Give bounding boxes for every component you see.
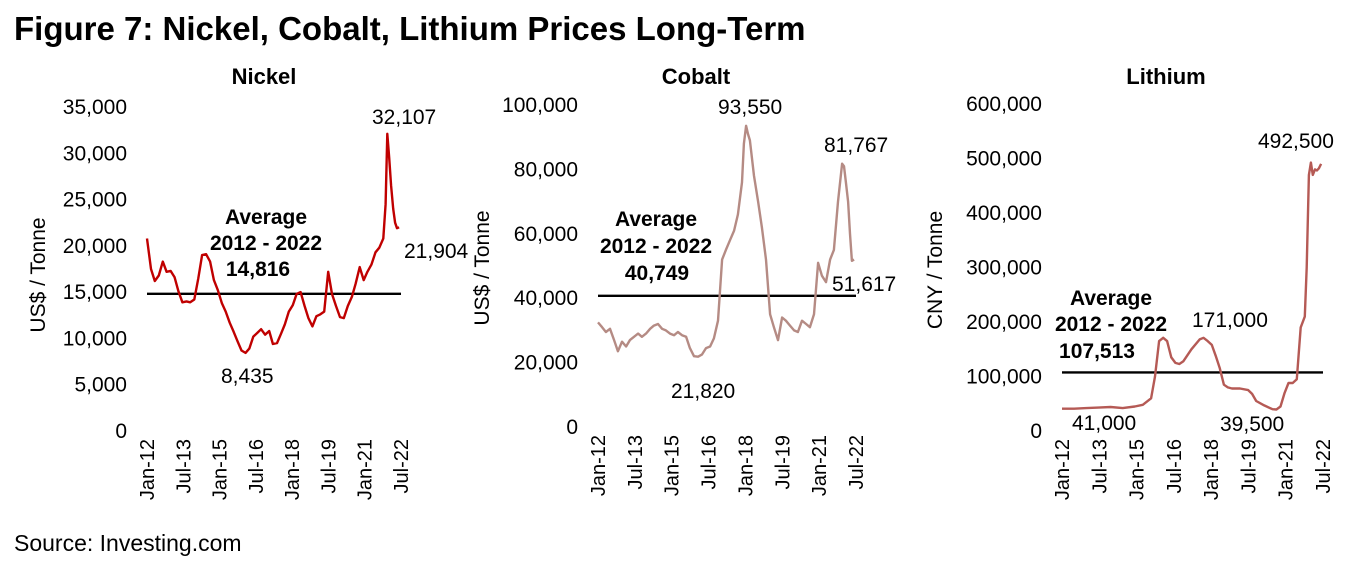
lithium-y-tick-label: 400,000 (966, 202, 1042, 225)
cobalt-2022-peak-label: 81,767 (824, 134, 888, 157)
lithium-x-tick-label: Jan-21 (1276, 439, 1298, 500)
lithium-x-tick-label: Jan-18 (1201, 439, 1223, 500)
lithium-y-tick-label: 600,000 (966, 93, 1042, 116)
cobalt-y-axis-label: US$ / Tonne (471, 210, 494, 325)
cobalt-latest-label: 51,617 (832, 273, 896, 296)
nickel-y-tick-label: 10,000 (63, 327, 127, 350)
nickel-x-tick-label: Jul-22 (391, 439, 413, 493)
nickel-average-label-value: 14,816 (226, 258, 290, 281)
lithium-y-ticks: 0 100,000 200,000 300,000 400,000 500,000 600,… (966, 93, 1042, 443)
lithium-2018-peak-label: 171,000 (1192, 309, 1268, 332)
nickel-average-label-line1: Average (225, 206, 307, 229)
lithium-y-tick-label: 100,000 (966, 366, 1042, 389)
lithium-x-tick-label: Jul-19 (1238, 439, 1260, 493)
nickel-x-tick-label: Jul-19 (318, 439, 340, 493)
nickel-y-axis-label: US$ / Tonne (27, 217, 50, 332)
lithium-y-axis-label: CNY / Tonne (924, 211, 947, 329)
cobalt-y-tick-label: 0 (566, 416, 578, 439)
lithium-average-label-line1: Average (1070, 287, 1152, 310)
nickel-y-ticks: 0 5,000 10,000 15,000 20,000 25,000 30,000 35,0… (63, 96, 127, 443)
lithium-average-label-value: 107,513 (1059, 340, 1135, 363)
lithium-x-tick-label: Jan-12 (1052, 439, 1074, 500)
cobalt-x-tick-label: Jan-12 (588, 435, 610, 496)
lithium-price-line (1062, 161, 1323, 411)
cobalt-y-tick-label: 20,000 (514, 352, 578, 375)
nickel-y-tick-label: 35,000 (63, 96, 127, 119)
lithium-x-ticks: Jan-12 Jul-13 Jan-15 Jul-16 Jan-18 Jul-19 Jan-… (1052, 439, 1335, 500)
nickel-y-tick-label: 20,000 (63, 235, 127, 258)
nickel-price-line (145, 132, 400, 355)
cobalt-average-label-line2: 2012 - 2022 (600, 235, 712, 258)
cobalt-low-label: 21,820 (671, 380, 735, 403)
nickel-latest-label: 21,904 (404, 240, 469, 263)
nickel-x-tick-label: Jan-21 (355, 439, 377, 500)
nickel-x-tick-label: Jul-16 (246, 439, 268, 493)
cobalt-x-tick-label: Jul-13 (625, 435, 647, 489)
lithium-2020-low-label: 39,500 (1220, 413, 1284, 436)
nickel-y-tick-label: 0 (115, 420, 127, 443)
nickel-average-label-line2: 2012 - 2022 (210, 232, 322, 255)
nickel-x-ticks: Jan-12 Jul-13 Jan-15 Jul-16 Jan-18 Jul-19 Jan-… (137, 439, 413, 500)
lithium-x-tick-label: Jul-16 (1164, 439, 1186, 493)
nickel-chart: Nickel US$ / Tonne 0 5,000 10,000 15,000 20,… (27, 64, 469, 500)
cobalt-y-tick-label: 60,000 (514, 223, 578, 246)
cobalt-x-ticks: Jan-12 Jul-13 Jan-15 Jul-16 Jan-18 Jul-19 Jan-… (588, 435, 868, 496)
nickel-y-tick-label: 30,000 (63, 142, 127, 165)
lithium-y-tick-label: 200,000 (966, 311, 1042, 334)
cobalt-x-tick-label: Jul-22 (846, 435, 868, 489)
lithium-x-tick-label: Jan-15 (1127, 439, 1149, 500)
lithium-2015-low-label: 41,000 (1072, 412, 1136, 435)
lithium-average-label-line2: 2012 - 2022 (1055, 313, 1167, 336)
cobalt-x-tick-label: Jan-18 (735, 435, 757, 496)
cobalt-y-tick-label: 40,000 (514, 287, 578, 310)
cobalt-average-label-line1: Average (615, 208, 697, 231)
lithium-x-tick-label: Jul-13 (1089, 439, 1111, 493)
nickel-y-tick-label: 5,000 (74, 374, 127, 397)
nickel-y-tick-label: 15,000 (63, 281, 127, 304)
lithium-y-tick-label: 0 (1030, 420, 1042, 443)
nickel-peak-label: 32,107 (372, 106, 436, 129)
nickel-x-tick-label: Jul-13 (173, 439, 195, 493)
cobalt-price-line (597, 124, 855, 358)
cobalt-x-tick-label: Jul-19 (772, 435, 794, 489)
nickel-low-label: 8,435 (221, 365, 274, 388)
lithium-y-tick-label: 300,000 (966, 257, 1042, 280)
cobalt-x-tick-label: Jul-16 (699, 435, 721, 489)
cobalt-y-tick-label: 80,000 (514, 158, 578, 181)
cobalt-y-tick-label: 100,000 (502, 94, 578, 117)
lithium-peak-label: 492,500 (1258, 130, 1334, 153)
nickel-x-tick-label: Jan-15 (210, 439, 232, 500)
cobalt-x-tick-label: Jan-21 (809, 435, 831, 496)
cobalt-y-ticks: 0 20,000 40,000 60,000 80,000 100,000 (502, 94, 578, 439)
figure-title: Figure 7: Nickel, Cobalt, Lithium Prices… (14, 10, 806, 47)
cobalt-peak-label: 93,550 (718, 96, 782, 119)
lithium-y-tick-label: 500,000 (966, 148, 1042, 171)
cobalt-x-tick-label: Jan-15 (662, 435, 684, 496)
cobalt-average-label-value: 40,749 (625, 262, 689, 285)
nickel-chart-title: Nickel (232, 64, 297, 89)
nickel-y-tick-label: 25,000 (63, 189, 127, 212)
nickel-x-tick-label: Jan-12 (137, 439, 159, 500)
lithium-x-tick-label: Jul-22 (1313, 439, 1335, 493)
lithium-chart-title: Lithium (1126, 64, 1205, 89)
cobalt-chart: Cobalt US$ / Tonne 0 20,000 40,000 60,000 80… (471, 64, 896, 496)
source-note: Source: Investing.com (14, 530, 242, 556)
nickel-x-tick-label: Jan-18 (282, 439, 304, 500)
lithium-chart: Lithium CNY / Tonne 0 100,000 200,000 300,0… (924, 64, 1335, 500)
cobalt-chart-title: Cobalt (662, 64, 731, 89)
